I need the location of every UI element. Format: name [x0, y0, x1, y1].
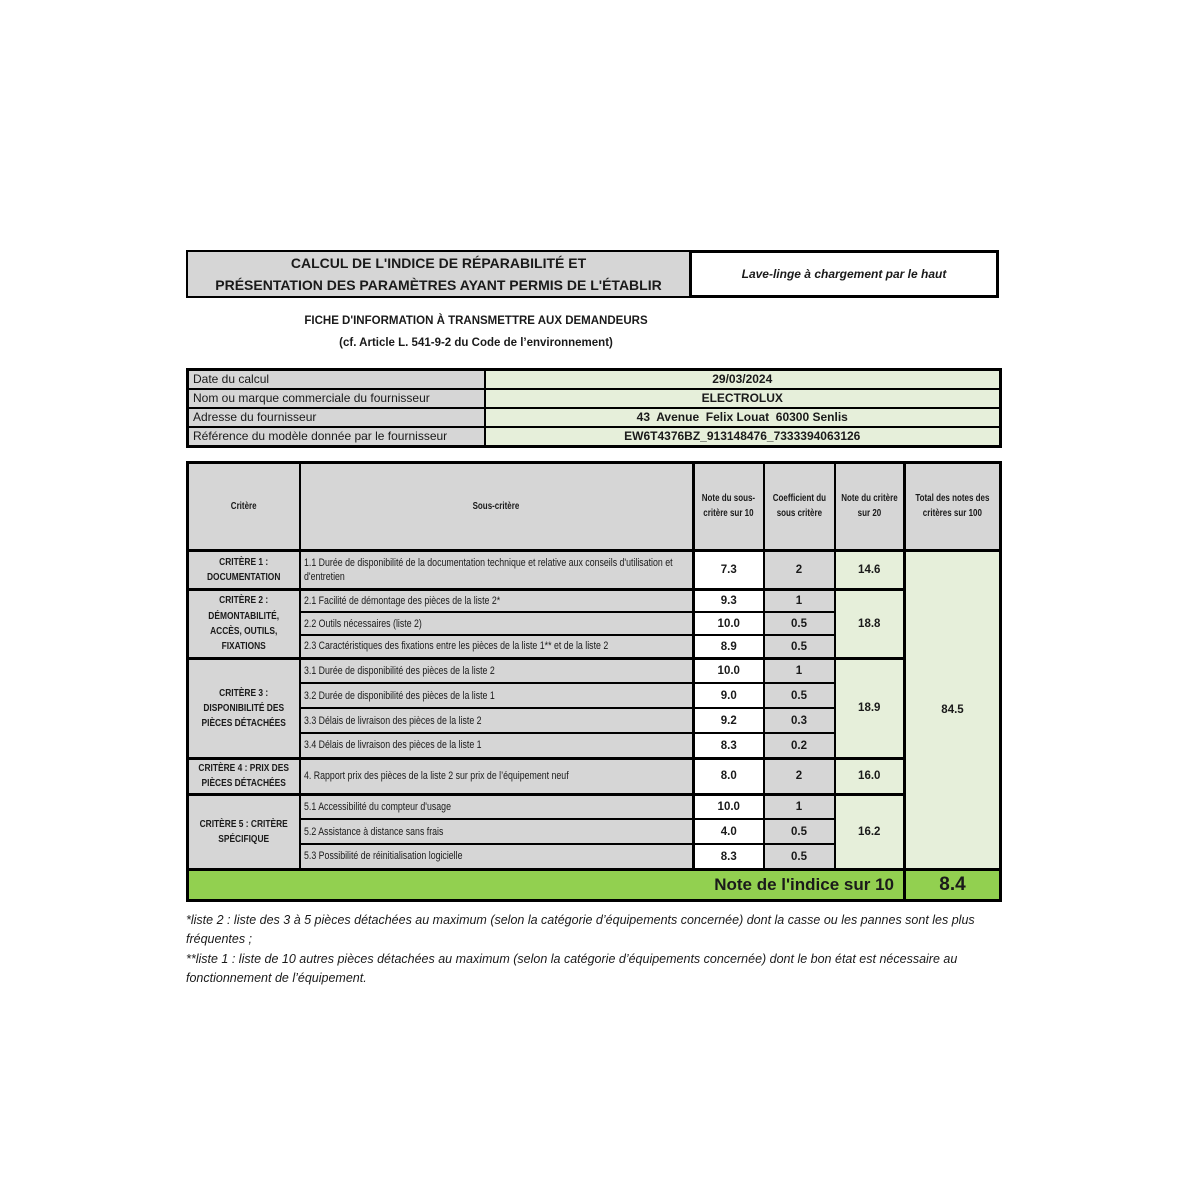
subcriterion-2-3-label: 2.3 Caractéristiques des fixations entre…	[298, 634, 695, 660]
document-title-line1: CALCUL DE L'INDICE DE RÉPARABILITÉ ET	[290, 254, 587, 271]
subcriterion-4-note: 8.0	[692, 756, 765, 796]
subcriterion-2-2-label: 2.2 Outils nécessaires (liste 2)	[298, 611, 695, 637]
subcriterion-1-1-coef: 2	[762, 548, 836, 591]
info-row-brand: Nom ou marque commerciale du fournisseur…	[186, 387, 1002, 409]
criterion-2-note20: 18.8	[833, 587, 906, 660]
subcriterion-3-2-coef: 0.5	[762, 682, 836, 710]
row-2-1: CRITÈRE 2 : DÉMONTABILITÉ, ACCÈS, OUTILS…	[186, 587, 1001, 660]
row-5-2: 5.2 Assistance à distance sans frais 4.0…	[188, 818, 1001, 846]
criterion-3-name: CRITÈRE 3 : DISPONIBILITÉ DES PIÈCES DÉT…	[186, 656, 301, 760]
row-3-2: 3.2 Durée de disponibilité des pièces de…	[188, 682, 1001, 710]
criterion-1-name: CRITÈRE 1 : DOCUMENTATION	[186, 548, 301, 591]
total-sur-100: 84.5	[903, 548, 1002, 871]
footnotes: *liste 2 : liste des 3 à 5 pièces détach…	[186, 911, 999, 989]
footnote-liste2: *liste 2 : liste des 3 à 5 pièces détach…	[186, 912, 975, 947]
criteria-table-header: Critère Sous-critère Note du sous-critèr…	[186, 461, 1002, 552]
criterion-2-name: CRITÈRE 2 : DÉMONTABILITÉ, ACCÈS, OUTILS…	[186, 587, 301, 660]
subcriterion-5-1-label: 5.1 Accessibilité du compteur d'usage	[298, 792, 695, 821]
header-note-critere: Note du critère sur 20	[833, 461, 906, 552]
info-label-brand: Nom ou marque commerciale du fournisseur	[186, 387, 486, 409]
criterion-3-note20: 18.9	[833, 656, 906, 760]
row-3-4: 3.4 Délais de livraison des pièces de la…	[188, 732, 1001, 760]
subtitle-line1: FICHE D'INFORMATION À TRANSMETTRE AUX DE…	[304, 315, 648, 327]
final-score-label: Note de l'indice sur 10	[186, 867, 906, 902]
info-row-reference: Référence du modèle donnée par le fourni…	[186, 425, 1002, 448]
row-5-1: CRITÈRE 5 : CRITÈRE SPÉCIFIQUE 5.1 Acces…	[186, 792, 1001, 871]
subcriterion-5-2-note: 4.0	[692, 818, 765, 846]
subcriterion-2-1-coef: 1	[762, 587, 836, 614]
subcriterion-3-1-coef: 1	[762, 656, 836, 685]
info-label-address: Adresse du fournisseur	[186, 406, 486, 428]
header-strip: CALCUL DE L'INDICE DE RÉPARABILITÉ ET PR…	[186, 250, 999, 298]
footnote-liste1: **liste 1 : liste de 10 autres pièces dé…	[186, 951, 958, 985]
document-title: CALCUL DE L'INDICE DE RÉPARABILITÉ ET PR…	[186, 250, 691, 298]
final-score-row: Note de l'indice sur 10 8.4	[186, 867, 1002, 902]
header-note-sous-critere: Note du sous-critère sur 10	[692, 461, 765, 552]
document-title-line2: PRÉSENTATION DES PARAMÈTRES AYANT PERMIS…	[215, 277, 662, 293]
subcriterion-2-1-label: 2.1 Facilité de démontage des pièces de …	[298, 587, 695, 614]
subcriterion-3-4-label: 3.4 Délais de livraison des pièces de la…	[298, 732, 695, 760]
subcriterion-2-3-note: 8.9	[692, 634, 765, 660]
subcriterion-3-4-coef: 0.2	[762, 732, 836, 760]
subcriterion-4-label: 4. Rapport prix des pièces de la liste 2…	[298, 756, 695, 796]
header-coefficient: Coefficient du sous critère	[762, 461, 836, 552]
product-category-box: Lave-linge à chargement par le haut	[689, 250, 999, 298]
row-4: CRITÈRE 4 : PRIX DES PIÈCES DÉTACHÉES 4.…	[186, 756, 1001, 796]
subcriterion-3-2-label: 3.2 Durée de disponibilité des pièces de…	[298, 682, 695, 710]
subcriterion-2-2-note: 10.0	[692, 611, 765, 637]
row-3-1: CRITÈRE 3 : DISPONIBILITÉ DES PIÈCES DÉT…	[186, 656, 1001, 760]
info-row-date: Date du calcul 29/03/2024	[186, 368, 1002, 390]
row-2-3: 2.3 Caractéristiques des fixations entre…	[188, 634, 1001, 660]
subcriterion-5-2-coef: 0.5	[762, 818, 836, 846]
final-score-value: 8.4	[903, 867, 1002, 902]
subcriterion-4-coef: 2	[762, 756, 836, 796]
info-value-date: 29/03/2024	[483, 368, 1002, 390]
subcriterion-5-3-label: 5.3 Possibilité de réinitialisation logi…	[298, 843, 695, 871]
product-category-label: Lave-linge à chargement par le haut	[741, 267, 947, 281]
subtitle: FICHE D'INFORMATION À TRANSMETTRE AUX DE…	[186, 310, 766, 355]
criterion-4-note20: 16.0	[833, 756, 906, 796]
subcriterion-2-3-coef: 0.5	[762, 634, 836, 660]
subcriterion-3-3-coef: 0.3	[762, 707, 836, 735]
subcriterion-1-1-note: 7.3	[692, 548, 765, 591]
criterion-4-name: CRITÈRE 4 : PRIX DES PIÈCES DÉTACHÉES	[186, 756, 301, 796]
subcriterion-3-1-note: 10.0	[692, 656, 765, 685]
subcriterion-3-3-label: 3.3 Délais de livraison des pièces de la…	[298, 707, 695, 735]
subcriterion-3-3-note: 9.2	[692, 707, 765, 735]
header-total: Total des notes des critères sur 100	[903, 461, 1002, 552]
criterion-1-note20: 14.6	[833, 548, 906, 591]
subcriterion-3-4-note: 8.3	[692, 732, 765, 760]
info-row-address: Adresse du fournisseur 43 Avenue Felix L…	[186, 406, 1002, 428]
info-value-reference: EW6T4376BZ_913148476_7333394063126	[483, 425, 1002, 448]
repairability-sheet: CALCUL DE L'INDICE DE RÉPARABILITÉ ET PR…	[186, 250, 1002, 989]
supplier-info-table: Date du calcul 29/03/2024 Nom ou marque …	[186, 367, 1002, 448]
subcriterion-3-1-label: 3.1 Durée de disponibilité des pièces de…	[298, 656, 695, 685]
subcriterion-2-2-coef: 0.5	[762, 611, 836, 637]
subcriterion-1-1-label: 1.1 Durée de disponibilité de la documen…	[298, 548, 695, 591]
subcriterion-3-2-note: 9.0	[692, 682, 765, 710]
subtitle-line2: (cf. Article L. 541-9-2 du Code de l’env…	[339, 337, 613, 350]
info-value-address: 43 Avenue Felix Louat 60300 Senlis	[483, 406, 1002, 428]
criterion-5-name: CRITÈRE 5 : CRITÈRE SPÉCIFIQUE	[186, 792, 301, 871]
criterion-5-note20: 16.2	[833, 792, 906, 871]
info-value-brand: ELECTROLUX	[483, 387, 1002, 409]
subcriterion-5-2-label: 5.2 Assistance à distance sans frais	[298, 818, 695, 846]
row-1-1: CRITÈRE 1 : DOCUMENTATION 1.1 Durée de d…	[186, 548, 1002, 871]
header-sous-critere: Sous-critère	[298, 461, 695, 552]
subcriterion-5-3-note: 8.3	[692, 843, 765, 871]
row-3-3: 3.3 Délais de livraison des pièces de la…	[188, 707, 1001, 735]
subcriterion-5-1-coef: 1	[762, 792, 836, 821]
subcriterion-2-1-note: 9.3	[692, 587, 765, 614]
header-critere: Critère	[186, 461, 301, 552]
row-2-2: 2.2 Outils nécessaires (liste 2) 10.0 0.…	[188, 611, 1001, 637]
criteria-table: Critère Sous-critère Note du sous-critèr…	[186, 460, 1002, 902]
subcriterion-5-1-note: 10.0	[692, 792, 765, 821]
subcriterion-5-3-coef: 0.5	[762, 843, 836, 871]
row-5-3: 5.3 Possibilité de réinitialisation logi…	[188, 843, 1001, 871]
info-label-date: Date du calcul	[186, 368, 486, 390]
info-label-reference: Référence du modèle donnée par le fourni…	[186, 425, 486, 448]
